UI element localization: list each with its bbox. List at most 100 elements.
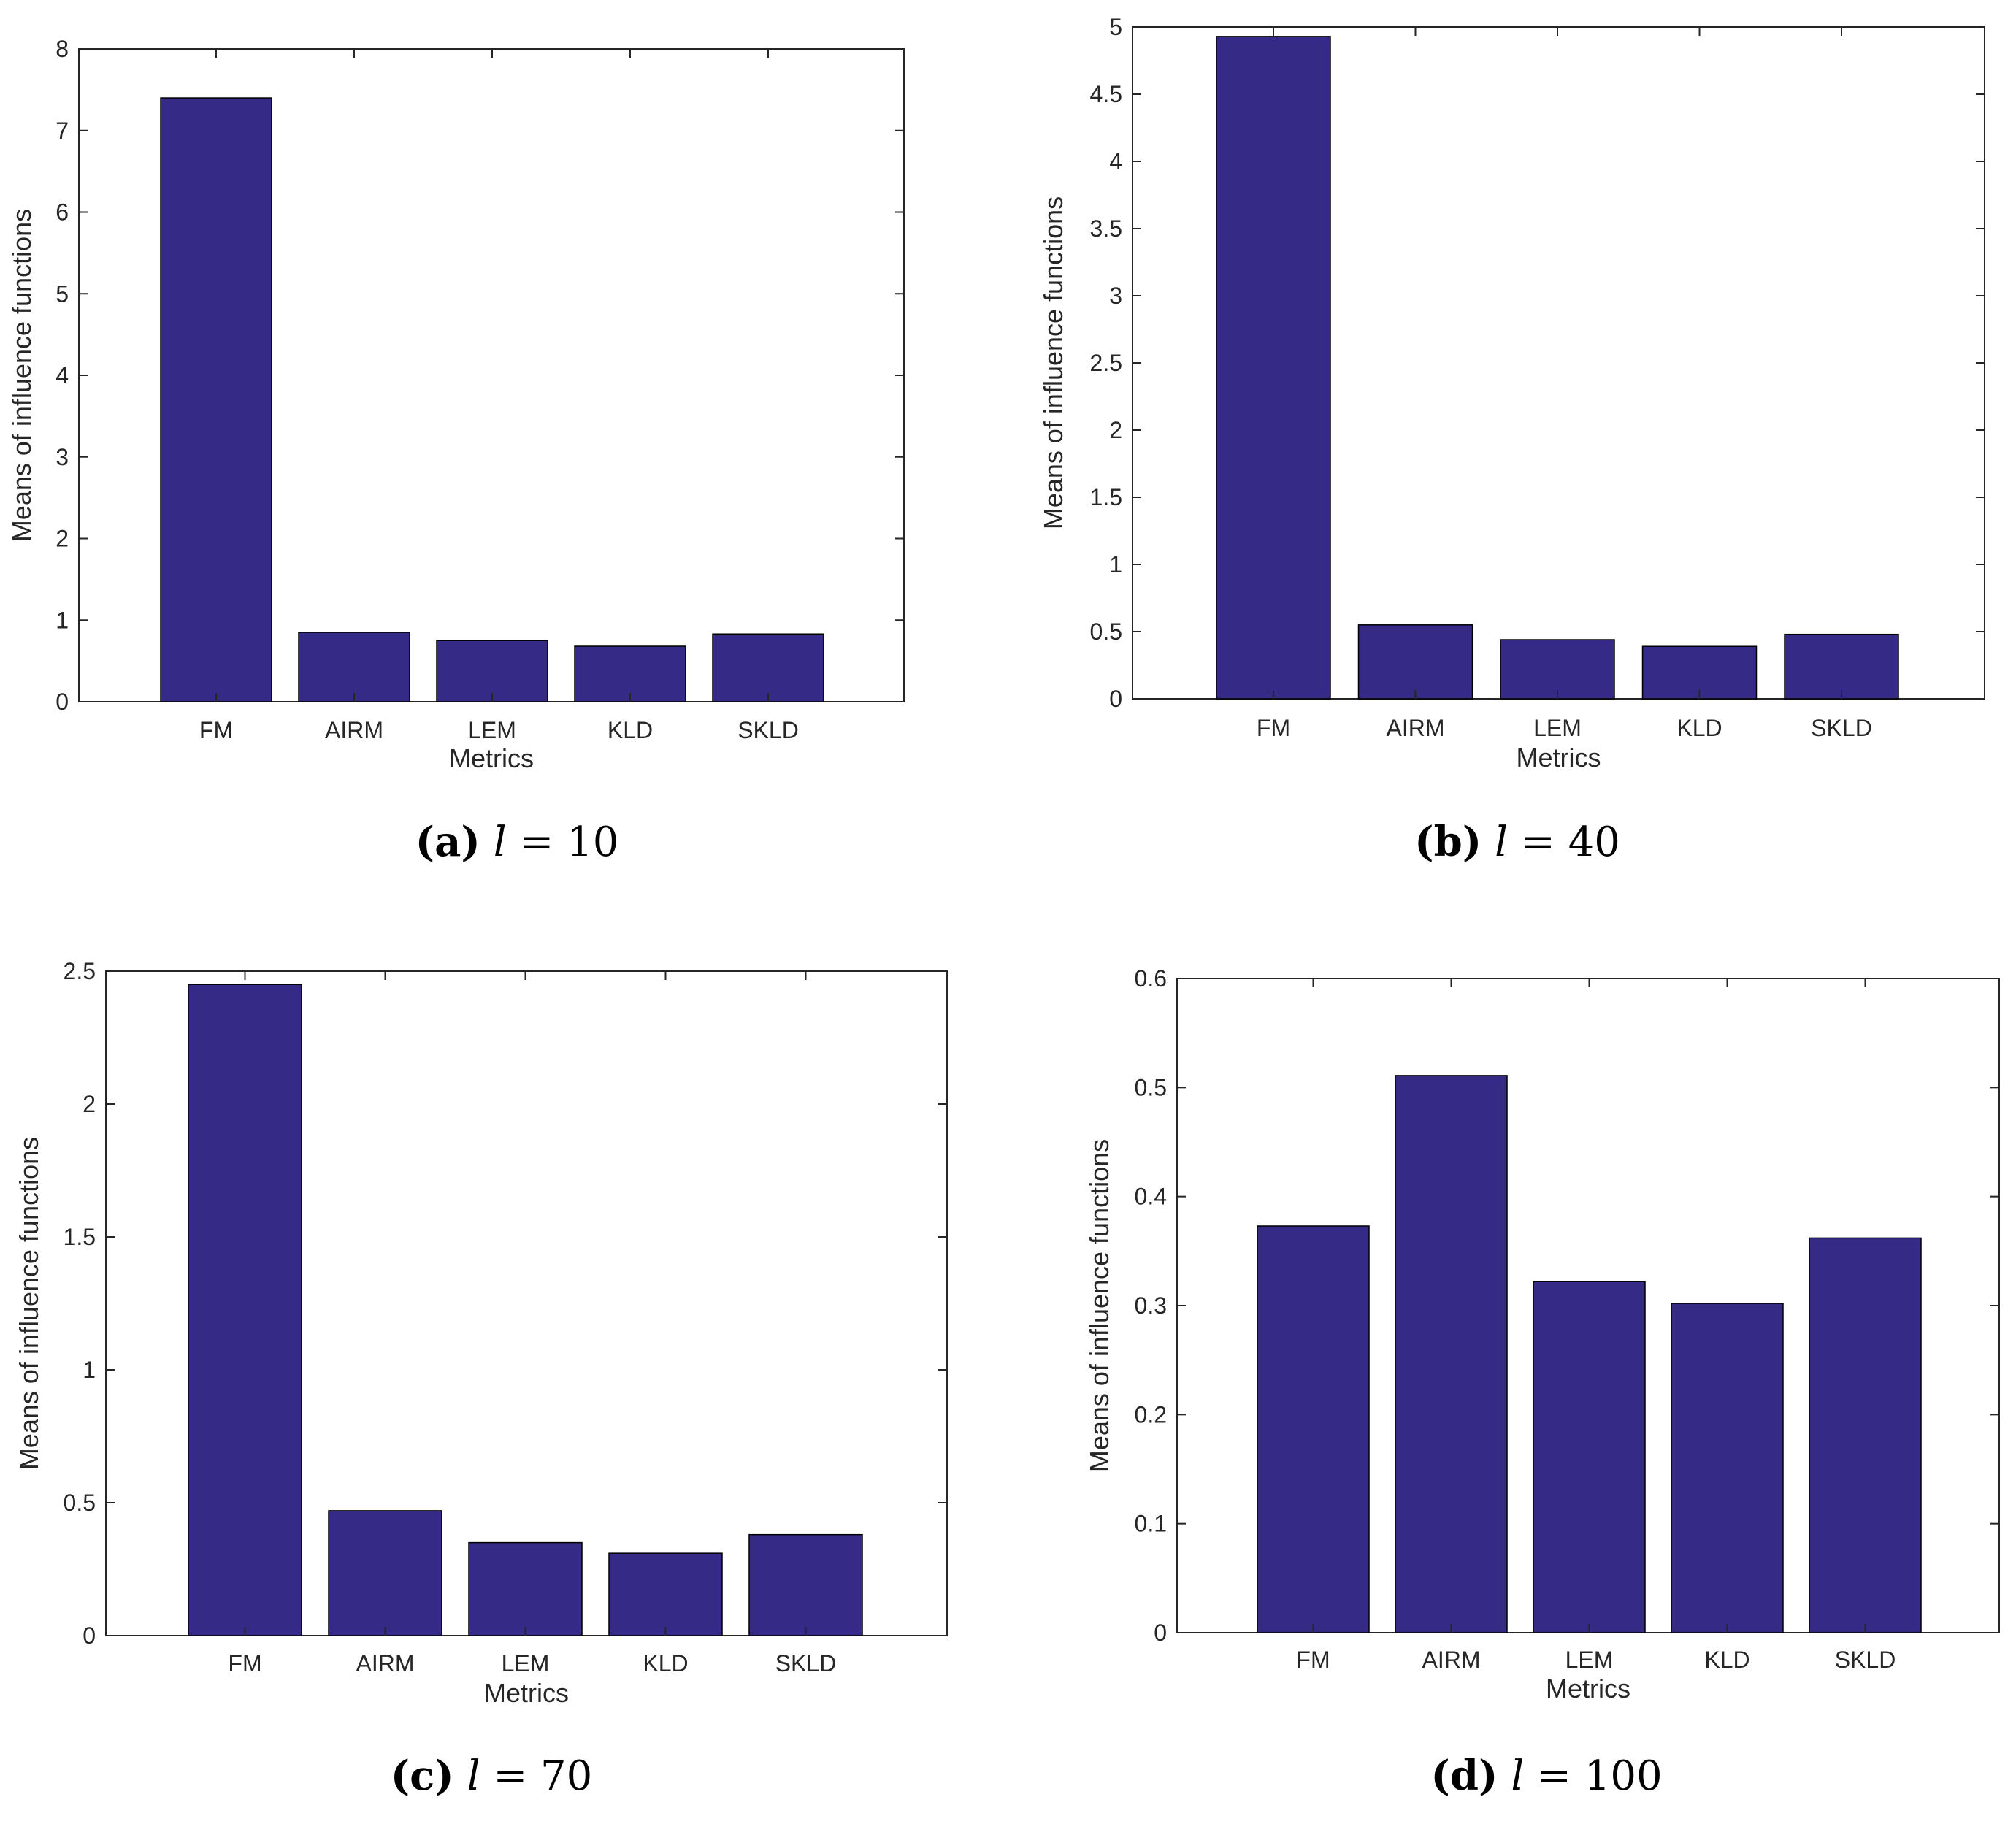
chart-c-ytick-label: 2 [83, 1091, 96, 1117]
chart-b-xtick-label: KLD [1676, 715, 1722, 741]
caption-c-label: (c) [390, 1752, 454, 1800]
chart-d-ytick-label: 0.1 [1135, 1511, 1167, 1537]
chart-d-bar-skld [1809, 1237, 1922, 1633]
chart-a-bar-lem [436, 640, 548, 702]
chart-c-xtick-label: KLD [643, 1650, 688, 1677]
chart-b-bar-airm [1357, 624, 1473, 700]
chart-c-bar-kld [608, 1552, 723, 1636]
chart-a-xtick-label: LEM [468, 717, 516, 743]
chart-d-xtick-label: LEM [1565, 1647, 1614, 1673]
chart-c: 0 0.5 1 1.5 2 2.5 FM AIRM LEM KLD SKLD Metrics Means… [14, 958, 948, 1708]
chart-a-ytick-label: 6 [55, 199, 69, 226]
chart-d-xlabel: Metrics [1546, 1674, 1630, 1704]
chart-b: 0 0.5 1 1.5 2 2.5 3 3.5 4 4.5 5 FM AIRM LEM KLD SKLD Met… [1038, 14, 1985, 773]
chart-c-xtick-label: FM [228, 1650, 261, 1677]
chart-d-ylabel: Means of influence functions [1084, 1139, 1114, 1472]
chart-b-xtick-label: AIRM [1387, 715, 1445, 741]
chart-b-xtick-label: SKLD [1811, 715, 1872, 741]
chart-a-bar-fm [160, 97, 272, 702]
chart-c-ytick-label: 0.5 [64, 1490, 96, 1516]
chart-b-xtick-label: FM [1257, 715, 1290, 741]
chart-c-xtick-label: AIRM [356, 1650, 415, 1677]
chart-c-bar-skld [748, 1533, 863, 1636]
chart-b-xtick-label: LEM [1533, 715, 1582, 741]
chart-c-xlabel: Metrics [484, 1678, 569, 1708]
chart-c-ytick-label: 1.5 [64, 1224, 96, 1250]
chart-b-ytick-label: 2.5 [1090, 350, 1122, 376]
caption-a-label: (a) [415, 818, 480, 866]
chart-a-xtick-label: AIRM [325, 717, 383, 743]
chart-d-ytick-label: 0.5 [1135, 1074, 1167, 1100]
chart-b-ylabel: Means of influence functions [1038, 196, 1068, 529]
chart-d-ytick-label: 0.4 [1135, 1184, 1167, 1210]
chart-a-ytick-label: 1 [55, 607, 69, 633]
caption-a-value: = 10 [519, 819, 619, 866]
caption-d-value: = 100 [1537, 1752, 1663, 1800]
chart-a-ytick-label: 8 [55, 36, 69, 62]
chart-d-xtick-label: SKLD [1835, 1647, 1896, 1673]
chart-b-ytick-label: 1.5 [1090, 484, 1122, 510]
chart-d-xtick-label: KLD [1704, 1647, 1749, 1673]
chart-b-xlabel: Metrics [1517, 743, 1601, 773]
chart-b-ytick-label: 4 [1109, 148, 1122, 175]
chart-a-bar-skld [712, 633, 824, 702]
chart-d-ytick-label: 0.6 [1135, 965, 1167, 992]
chart-c-bar-fm [188, 984, 302, 1636]
chart-c-ytick-label: 2.5 [64, 958, 96, 984]
chart-c-bar-airm [328, 1510, 442, 1636]
chart-d-bar-airm [1395, 1075, 1508, 1633]
chart-a-xtick-label: SKLD [737, 717, 799, 743]
chart-d-ytick-label: 0.3 [1135, 1292, 1167, 1319]
chart-b-ytick-label: 1 [1109, 551, 1122, 578]
caption-b-variable: l [1495, 819, 1509, 866]
chart-b-ytick-label: 2 [1109, 417, 1122, 443]
chart-a-bar-airm [298, 632, 410, 702]
chart-d-ytick-label: 0 [1154, 1620, 1167, 1646]
chart-a-bar-kld [574, 645, 686, 702]
chart-b-bar-skld [1784, 633, 1899, 700]
caption-b-label: (b) [1414, 818, 1482, 866]
chart-d: 0 0.1 0.2 0.3 0.4 0.5 0.6 FM AIRM LEM KLD SKLD Metri… [1084, 965, 2000, 1704]
caption-d: (d) l = 100 [1430, 1752, 1662, 1800]
caption-c: (c) l = 70 [391, 1752, 593, 1800]
chart-b-bar-lem [1500, 639, 1615, 700]
chart-c-xtick-label: SKLD [775, 1650, 837, 1677]
chart-c-ylabel: Means of influence functions [14, 1137, 44, 1470]
caption-b: (b) l = 40 [1414, 818, 1620, 866]
chart-b-ytick-label: 5 [1109, 14, 1122, 40]
chart-a-ytick-label: 0 [55, 689, 69, 715]
chart-a-ytick-label: 2 [55, 526, 69, 552]
chart-a-ytick-label: 5 [55, 280, 69, 307]
chart-d-bar-lem [1533, 1281, 1646, 1633]
chart-b-ytick-label: 3.5 [1090, 215, 1122, 242]
caption-d-label: (d) [1430, 1752, 1498, 1800]
chart-c-ytick-label: 0 [83, 1622, 96, 1649]
chart-d-bar-kld [1671, 1303, 1784, 1633]
chart-a-ytick-label: 7 [55, 118, 69, 144]
chart-a-xlabel: Metrics [449, 743, 534, 773]
chart-c-bar-lem [468, 1541, 583, 1636]
caption-b-value: = 40 [1520, 819, 1620, 866]
chart-a: 0 1 2 3 4 5 6 7 8 FM AIRM LEM KLD SKLD Metrics Means of… [7, 36, 905, 773]
chart-d-xtick-label: FM [1296, 1647, 1330, 1673]
caption-c-variable: l [467, 1752, 480, 1800]
chart-d-xtick-label: AIRM [1422, 1647, 1481, 1673]
chart-b-ytick-label: 0.5 [1090, 618, 1122, 645]
caption-a-variable: l [493, 819, 507, 866]
chart-a-xtick-label: FM [199, 717, 233, 743]
chart-b-ytick-label: 3 [1109, 283, 1122, 309]
chart-a-ytick-label: 3 [55, 444, 69, 470]
chart-b-ytick-label: 4.5 [1090, 81, 1122, 107]
chart-a-ytick-label: 4 [55, 362, 69, 388]
chart-b-ytick-label: 0 [1109, 686, 1122, 712]
chart-a-ylabel: Means of influence functions [7, 209, 37, 542]
chart-c-ytick-label: 1 [83, 1357, 96, 1383]
caption-d-variable: l [1511, 1752, 1525, 1800]
caption-c-value: = 70 [493, 1752, 593, 1800]
caption-a: (a) l = 10 [415, 818, 619, 866]
chart-c-xtick-label: LEM [502, 1650, 550, 1677]
chart-d-ytick-label: 0.2 [1135, 1401, 1167, 1428]
chart-d-bar-fm [1257, 1225, 1370, 1633]
chart-a-xtick-label: KLD [608, 717, 653, 743]
